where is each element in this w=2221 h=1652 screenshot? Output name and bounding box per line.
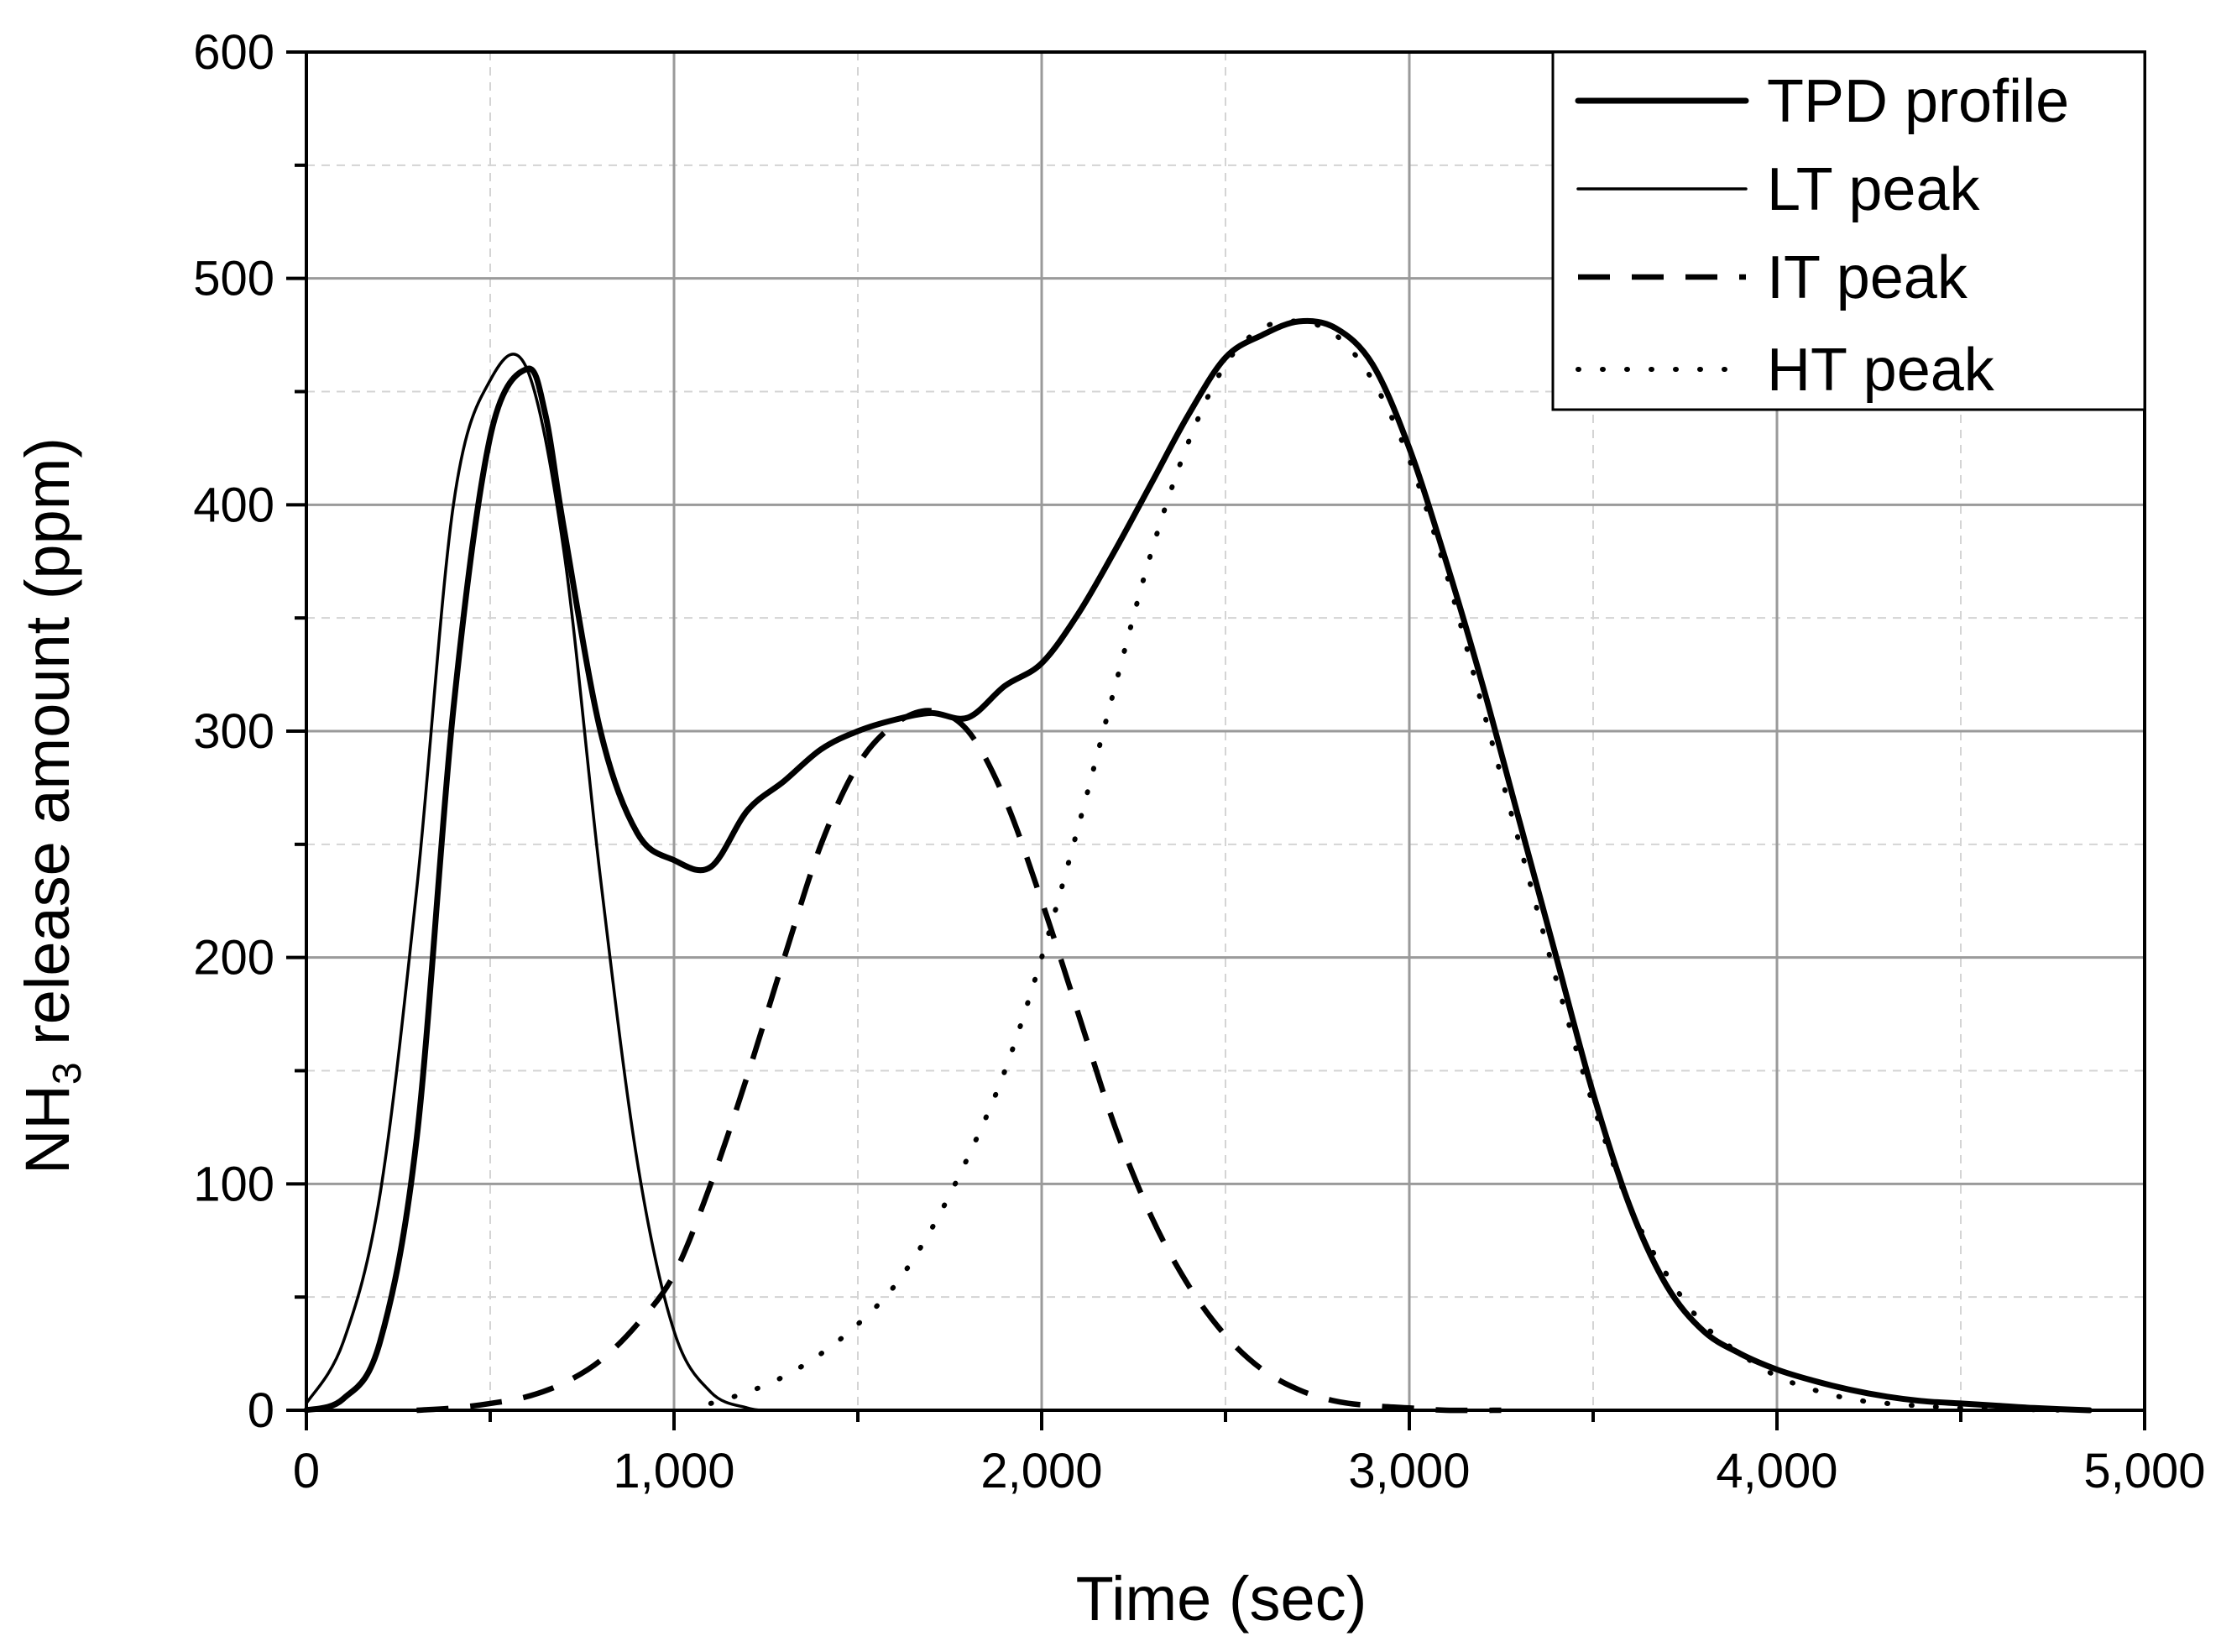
- y-axis-title-prefix: NH: [13, 1085, 82, 1174]
- y-tick-label: 600: [193, 25, 274, 80]
- y-tick-label: 100: [193, 1157, 274, 1211]
- series-line-it-peak: [416, 708, 1502, 1414]
- x-axis-title: Time (sec): [1076, 1564, 1367, 1634]
- y-axis-title-subscript: 3: [45, 1062, 90, 1085]
- x-tick-label: 5,000: [2083, 1444, 2205, 1498]
- legend-label-lt-peak: LT peak: [1767, 156, 1981, 223]
- tick-labels: 0 1,000 2,000 3,000 4,000 5,000 0 100 200 300 400 5…: [193, 25, 2205, 1498]
- legend-label-ht-peak: HT peak: [1767, 337, 1995, 404]
- series-line-lt-peak: [305, 353, 768, 1412]
- legend-label-tpd-profile: TPD profile: [1767, 68, 2069, 135]
- y-axis-title-suffix: release amount (ppm): [13, 437, 82, 1062]
- series-line-tpd-profile: [303, 317, 2093, 1414]
- legend-box: [1551, 50, 2146, 411]
- x-tick-label: 2,000: [980, 1444, 1102, 1498]
- axes-layer: [286, 50, 2146, 1430]
- y-tick-label: 0: [248, 1383, 274, 1438]
- legend-label-it-peak: IT peak: [1767, 244, 1968, 311]
- legend-items: TPD profile LT peak IT peak HT peak: [1575, 68, 2069, 404]
- x-tick-label: 1,000: [613, 1444, 734, 1498]
- x-tick-label: 3,000: [1348, 1444, 1470, 1498]
- y-tick-label: 200: [193, 931, 274, 985]
- y-tick-label: 300: [193, 704, 274, 759]
- x-tick-label: 4,000: [1716, 1444, 1837, 1498]
- legend: TPD profile LT peak IT peak HT peak: [1551, 50, 2146, 411]
- y-axis-title: NH3 release amount (ppm): [13, 437, 90, 1174]
- y-tick-label: 500: [193, 252, 274, 306]
- x-tick-label: 0: [293, 1444, 320, 1498]
- y-tick-label: 400: [193, 478, 274, 532]
- series-layer: [303, 317, 2093, 1414]
